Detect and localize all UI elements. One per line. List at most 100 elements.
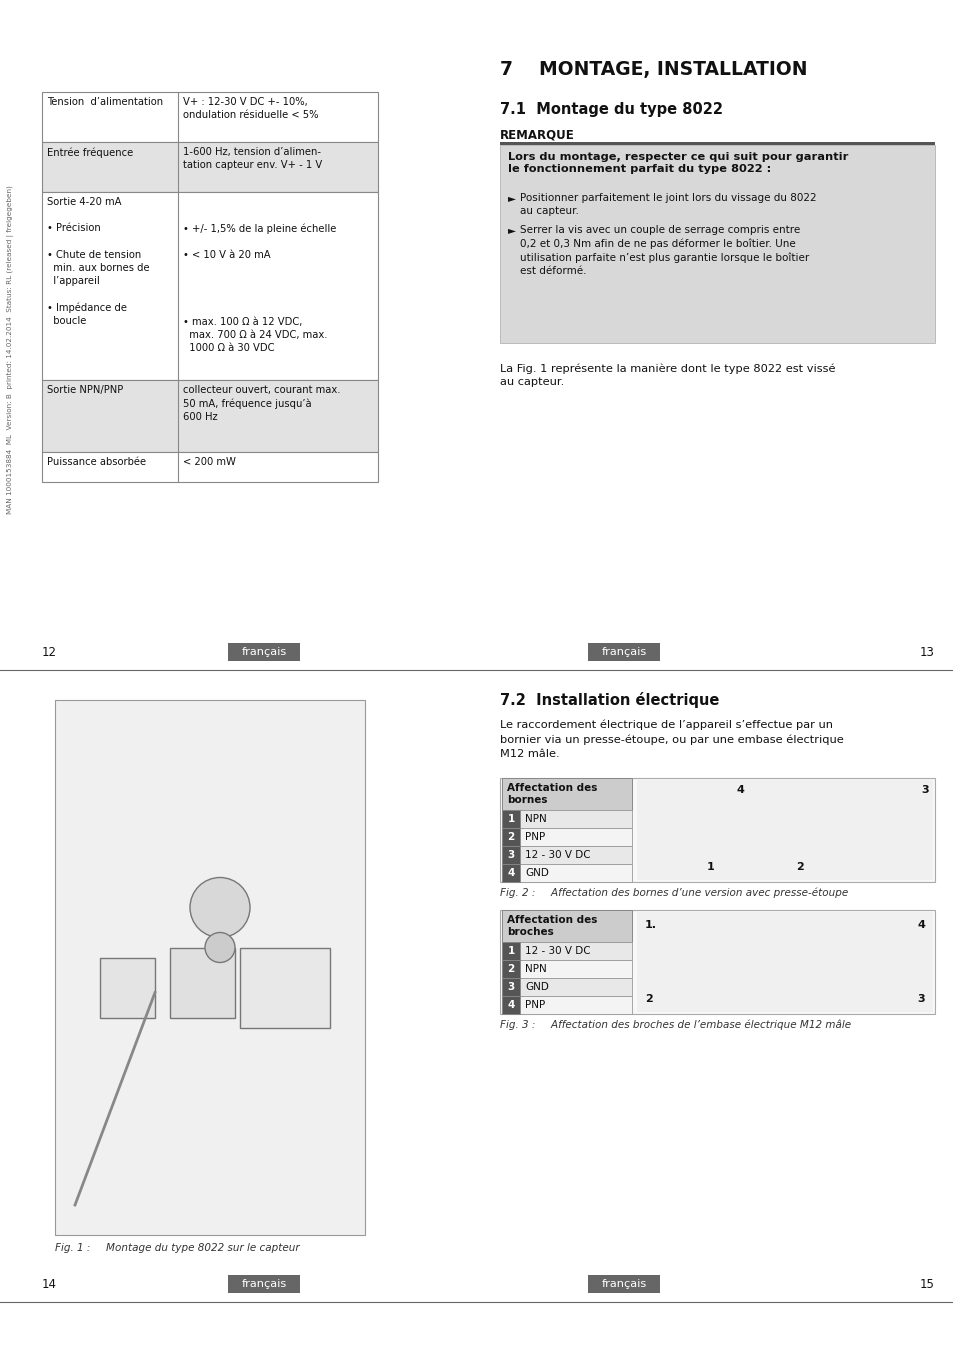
Text: 4: 4 (916, 919, 924, 930)
Bar (587, 1274, 659, 1293)
Bar (501, 942, 519, 960)
Text: 2: 2 (507, 832, 514, 842)
Bar (42, 92, 377, 142)
Text: 2: 2 (507, 964, 514, 973)
Text: 1-600 Hz, tension d’alimen-
tation capteur env. V+ - 1 V: 1-600 Hz, tension d’alimen- tation capte… (183, 147, 322, 170)
Bar (499, 144, 934, 343)
Text: Positionner parfaitement le joint lors du vissage du 8022
au capteur.: Positionner parfaitement le joint lors d… (519, 193, 816, 216)
Text: 2: 2 (644, 994, 652, 1004)
Bar (501, 996, 519, 1014)
Bar (501, 810, 631, 828)
Text: 1: 1 (507, 946, 514, 956)
Text: 1: 1 (706, 863, 714, 872)
Text: ►: ► (507, 225, 516, 235)
Text: GND: GND (524, 981, 548, 992)
Text: Affectation des broches de l’embase électrique M12 mâle: Affectation des broches de l’embase élec… (537, 1021, 850, 1030)
Text: français: français (241, 1278, 286, 1289)
Bar (55, 701, 365, 1235)
Bar (501, 846, 631, 864)
Bar (637, 913, 932, 1012)
Text: V+ : 12-30 V DC +- 10%,
ondulation résiduelle < 5%: V+ : 12-30 V DC +- 10%, ondulation résid… (183, 97, 318, 120)
Text: 2: 2 (795, 863, 802, 872)
Text: 15: 15 (919, 1277, 934, 1291)
Bar (501, 828, 519, 846)
Text: Fig. 2 :: Fig. 2 : (499, 888, 535, 898)
Text: 12 - 30 V DC: 12 - 30 V DC (524, 946, 590, 956)
Text: Fig. 3 :: Fig. 3 : (499, 1021, 535, 1030)
Bar (501, 864, 519, 882)
Bar (501, 960, 519, 977)
Text: français: français (241, 647, 286, 657)
Circle shape (190, 878, 250, 937)
Text: 3: 3 (507, 850, 514, 860)
Text: La Fig. 1 représente la manière dont le type 8022 est vissé
au capteur.: La Fig. 1 représente la manière dont le … (499, 363, 835, 386)
Text: Sortie 4-20 mA

• Précision

• Chute de tension
  min. aux bornes de
  l’apparei: Sortie 4-20 mA • Précision • Chute de te… (47, 197, 150, 327)
Text: 1.: 1. (644, 919, 657, 930)
Text: 3: 3 (507, 981, 514, 992)
Bar (228, 1274, 299, 1293)
Bar (170, 948, 234, 1018)
Bar (501, 810, 519, 828)
Text: 12: 12 (42, 645, 57, 659)
Text: 7.2  Installation électrique: 7.2 Installation électrique (499, 693, 719, 707)
Text: GND: GND (524, 868, 548, 878)
Text: NPN: NPN (524, 964, 546, 973)
Text: Affectation des bornes d’une version avec presse-étoupe: Affectation des bornes d’une version ave… (537, 888, 847, 899)
Bar (42, 142, 377, 192)
Text: Lors du montage, respecter ce qui suit pour garantir
le fonctionnement parfait d: Lors du montage, respecter ce qui suit p… (507, 153, 847, 174)
Bar (499, 142, 934, 144)
Text: 13: 13 (919, 645, 934, 659)
Text: français: français (600, 647, 646, 657)
Bar (501, 828, 631, 846)
Bar (42, 452, 377, 482)
Text: 4: 4 (507, 868, 515, 878)
Text: 14: 14 (42, 1277, 57, 1291)
Bar (240, 948, 330, 1027)
Text: Puissance absorbée: Puissance absorbée (47, 458, 146, 467)
Text: REMARQUE: REMARQUE (499, 128, 574, 140)
Bar (501, 977, 519, 996)
Circle shape (205, 933, 234, 963)
Bar (501, 864, 631, 882)
Text: Fig. 1 :: Fig. 1 : (55, 1243, 91, 1253)
Text: Montage du type 8022 sur le capteur: Montage du type 8022 sur le capteur (92, 1243, 299, 1253)
Text: Serrer la vis avec un couple de serrage compris entre
0,2 et 0,3 Nm afin de ne p: Serrer la vis avec un couple de serrage … (519, 225, 808, 275)
Text: Affectation des
broches: Affectation des broches (506, 915, 597, 937)
Text: NPN: NPN (524, 814, 546, 824)
Bar (501, 778, 631, 810)
Bar (42, 192, 377, 379)
Bar (228, 643, 299, 662)
Text: 4: 4 (507, 1000, 515, 1010)
Text: Entrée fréquence: Entrée fréquence (47, 147, 133, 158)
Text: MAN 1000153884  ML  Version: B  printed: 14.02.2014  Status: RL (released | frei: MAN 1000153884 ML Version: B printed: 14… (8, 186, 14, 514)
Bar (499, 910, 934, 1014)
Bar (501, 846, 519, 864)
Text: Tension  d’alimentation: Tension d’alimentation (47, 97, 163, 107)
Text: français: français (600, 1278, 646, 1289)
Bar (501, 996, 631, 1014)
Bar (499, 778, 934, 882)
Text: ►: ► (507, 193, 516, 202)
Text: 1: 1 (507, 814, 514, 824)
Text: Sortie NPN/PNP: Sortie NPN/PNP (47, 385, 123, 396)
Text: 7    MONTAGE, INSTALLATION: 7 MONTAGE, INSTALLATION (499, 59, 806, 80)
Bar (100, 957, 154, 1018)
Text: PNP: PNP (524, 832, 545, 842)
Text: collecteur ouvert, courant max.
50 mA, fréquence jusqu’à
600 Hz: collecteur ouvert, courant max. 50 mA, f… (183, 385, 340, 423)
Bar (587, 643, 659, 662)
Bar (501, 942, 631, 960)
Text: 4: 4 (736, 784, 743, 795)
Bar (42, 379, 377, 452)
Text: Le raccordement électrique de l’appareil s’effectue par un
bornier via un presse: Le raccordement électrique de l’appareil… (499, 720, 842, 759)
Bar (501, 977, 631, 996)
Text: 7.1  Montage du type 8022: 7.1 Montage du type 8022 (499, 103, 722, 117)
Text: < 200 mW: < 200 mW (183, 458, 235, 467)
Text: PNP: PNP (524, 1000, 545, 1010)
Text: 3: 3 (917, 994, 924, 1004)
Text: • +/- 1,5% de la pleine échelle

• < 10 V à 20 mA




• max. 100 Ω à 12 VDC,
  m: • +/- 1,5% de la pleine échelle • < 10 V… (183, 197, 336, 352)
Text: 3: 3 (921, 784, 928, 795)
Text: Affectation des
bornes: Affectation des bornes (506, 783, 597, 806)
Bar (501, 910, 631, 942)
Text: 12 - 30 V DC: 12 - 30 V DC (524, 850, 590, 860)
Bar (501, 960, 631, 977)
